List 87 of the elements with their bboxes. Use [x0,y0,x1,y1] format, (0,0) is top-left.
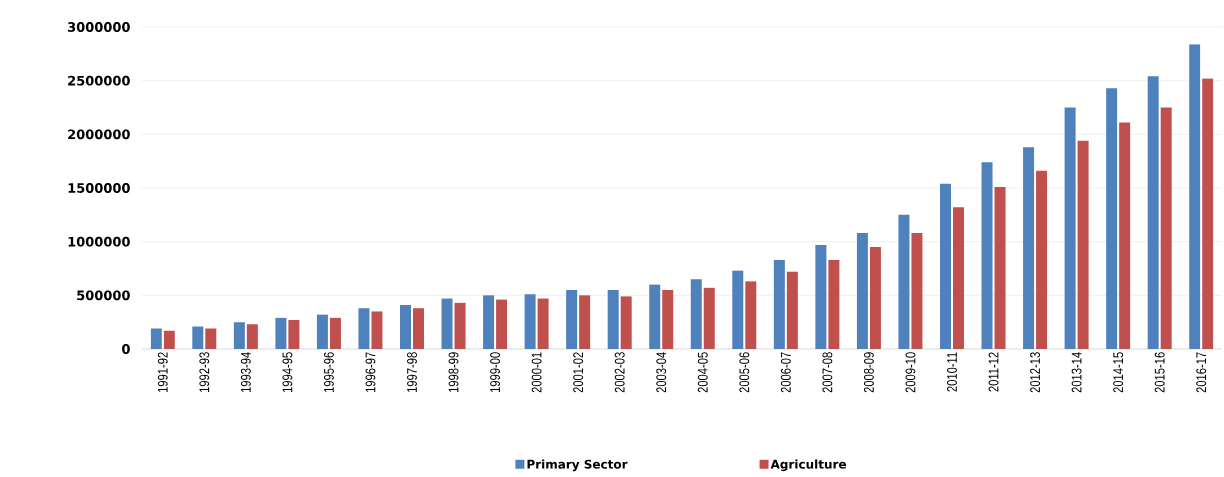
bar [371,311,383,349]
bar [1106,88,1118,349]
bar [1147,76,1159,349]
y-tick-label: 2500000 [68,75,130,86]
bar [994,186,1006,349]
bar [869,247,881,349]
bar [1077,140,1089,349]
bar [524,294,536,349]
x-tick-label: 2005-06 [739,352,750,393]
y-tick-label: 1500000 [68,183,130,193]
x-tick-label: 2012-13 [1030,352,1041,393]
x-tick-label: 2009-10 [905,352,916,393]
bar [856,233,868,349]
x-tick-label: 2010-11 [947,352,957,392]
x-tick-label: 2011-12 [988,352,999,392]
x-tick-label: 1994-95 [282,352,293,393]
bar [246,324,258,349]
legend-label: Primary Sector [527,459,628,472]
y-tick-label: 0 [122,344,130,354]
bar [163,330,175,349]
bar [607,289,619,349]
x-tick-label: 2004-05 [697,352,708,393]
bar [483,295,495,349]
bar [786,271,798,349]
bar [205,328,217,349]
bar [275,317,287,349]
x-tick-label: 1995-96 [323,352,334,393]
bar [192,326,204,349]
x-tick-label: 2001-02 [573,352,584,393]
x-tick-label: 1998-99 [448,352,459,393]
bar [441,298,453,349]
bar [400,304,411,349]
bar [981,162,993,349]
bar [939,183,951,349]
bar [150,328,162,349]
bar [649,284,661,349]
bar [233,322,245,349]
bar [732,270,744,349]
bar [690,279,702,349]
bar [1160,107,1172,349]
bar [358,308,370,349]
x-tick-label: 2015-16 [1154,352,1165,393]
bar [1189,44,1201,349]
y-tick-label: 1000000 [68,236,130,247]
x-tick-label: 1991-92 [157,352,168,393]
bar [566,289,578,349]
legend-label: Agriculture [770,459,846,472]
bar [898,214,910,349]
bar [662,289,674,349]
bar [828,259,840,349]
x-tick-label: 2006-07 [780,352,791,393]
bar [773,259,785,349]
bar [496,299,508,349]
bar [316,314,328,349]
x-tick-label: 2014-15 [1113,352,1124,393]
x-tick-label: 1996-97 [365,352,376,393]
bar [454,302,466,349]
x-tick-label: 1997-98 [407,352,417,393]
bar [537,298,549,349]
x-tick-label: 2008-09 [863,352,874,393]
bar [745,281,757,349]
bar [620,296,632,349]
bar [413,308,424,349]
bar [1036,170,1048,349]
x-tick-label: 2013-14 [1071,352,1082,393]
bar [288,320,300,349]
bar [579,295,591,349]
bar [1119,122,1131,349]
bar [1023,147,1035,349]
bar [329,317,341,349]
y-tick-label: 2000000 [68,129,130,140]
x-tick-label: 2002-03 [614,352,625,393]
y-tick-label: 3000000 [68,22,130,32]
bar [815,244,827,349]
x-tick-label: 1992-93 [199,352,210,393]
x-tick-label: 2016-17 [1196,352,1207,393]
bar [952,207,964,349]
x-tick-label: 1999-00 [490,352,501,393]
bar [1064,107,1076,349]
x-tick-label: 2003-04 [656,352,667,393]
y-tick-label: 500000 [77,290,130,301]
bar [703,287,715,349]
x-tick-label: 2000-01 [531,352,542,393]
x-tick-label: 1993-94 [240,352,251,393]
bar [1202,78,1214,349]
x-tick-label: 2007-08 [822,352,833,393]
bar [911,233,923,349]
